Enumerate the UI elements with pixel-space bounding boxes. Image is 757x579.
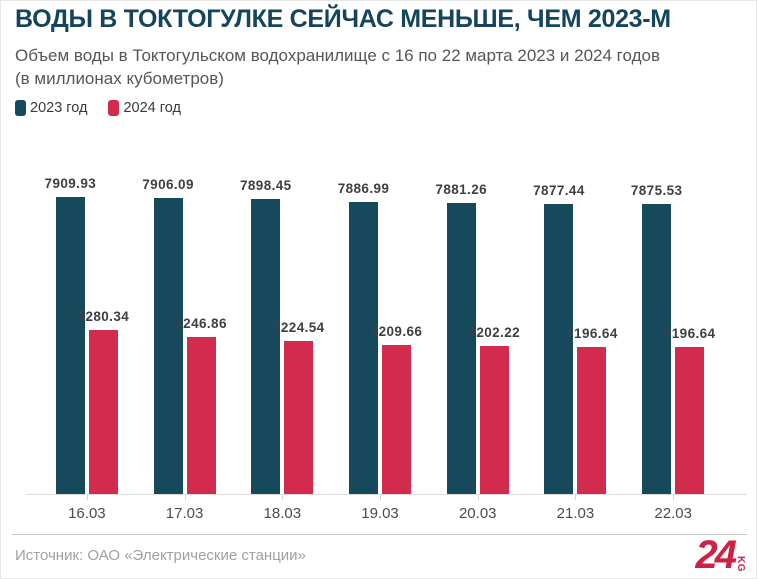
x-axis-tick <box>380 494 382 500</box>
bar-2023-16.03: 7909.93 <box>45 176 96 494</box>
x-axis-tick <box>673 494 675 500</box>
x-axis-tick <box>575 494 577 500</box>
x-axis-label: 18.03 <box>263 505 302 522</box>
bar-value-label: 7898.45 <box>239 178 292 194</box>
legend-swatch-2023 <box>15 100 26 116</box>
x-axis-label: 19.03 <box>361 505 399 522</box>
legend-item-2023: 2023 год <box>15 100 87 116</box>
chart-legend: 2023 год 2024 год <box>15 100 181 116</box>
chart-subtitle: Объем воды в Токтогульском водохранилище… <box>15 44 660 90</box>
bar-2023-17.03: 7906.09 <box>142 177 193 494</box>
bar-2023-22.03: 7875.53 <box>631 183 682 494</box>
chart-subtitle-line1: Объем воды в Токтогульском водохранилище… <box>15 46 660 65</box>
chart-subtitle-line2: (в миллионах кубометров) <box>15 69 224 88</box>
page-title: ВОДЫ В ТОКТОГУЛКЕ СЕЙЧАС МЕНЬШЕ, ЧЕМ 202… <box>15 5 671 33</box>
bar-value-label: 7196.64 <box>566 326 618 342</box>
bar-2024-21.03: 7196.64 <box>566 326 617 494</box>
legend-label-2024: 2024 год <box>123 100 181 116</box>
logo-24-text: 24 <box>695 533 737 577</box>
bar-2023-18.03: 7898.45 <box>240 178 291 494</box>
x-axis-tick <box>184 494 186 500</box>
bar-value-label: 7886.99 <box>337 180 390 196</box>
bar-value-label: 7202.22 <box>468 325 521 341</box>
bar-2023-20.03: 7881.26 <box>435 182 487 494</box>
footer-divider <box>12 534 747 535</box>
x-axis-tick <box>86 494 88 500</box>
bar-value-label: 7280.34 <box>77 308 130 324</box>
bar-value-label: 7875.53 <box>630 183 683 199</box>
bar-value-label: 7209.66 <box>370 323 423 339</box>
bar-2024-20.03: 7202.22 <box>468 325 520 494</box>
bar-group-18.03: 7898.45 7224.54 18.03 <box>233 151 331 522</box>
x-axis-label: 16.03 <box>68 505 106 522</box>
bar-2024-16.03: 7280.34 <box>78 309 129 494</box>
bar-value-label: 7877.44 <box>533 182 585 198</box>
bar-value-label: 7909.93 <box>44 175 97 191</box>
bar-group-17.03: 7906.09 7246.86 17.03 <box>136 151 234 522</box>
bar-value-label: 7196.64 <box>663 326 716 342</box>
bar-group-16.03: 7909.93 7280.34 16.03 <box>38 151 136 522</box>
x-axis-tick <box>282 494 284 500</box>
bar-2023-19.03: 7886.99 <box>338 181 389 494</box>
x-axis-tick <box>477 494 479 500</box>
bar-2023-21.03: 7877.44 <box>533 183 584 494</box>
x-axis-line <box>26 494 747 495</box>
bar-value-label: 7224.54 <box>272 320 325 336</box>
x-axis-label: 20.03 <box>458 505 497 522</box>
x-axis-label: 17.03 <box>165 505 204 522</box>
bar-group-22.03: 7875.53 7196.64 22.03 <box>624 151 722 522</box>
bar-value-label: 7246.86 <box>175 315 227 331</box>
bar-2024-18.03: 7224.54 <box>273 320 324 494</box>
x-axis-label: 22.03 <box>654 505 692 522</box>
bar-value-label: 7906.09 <box>142 176 194 192</box>
legend-swatch-2024 <box>108 100 120 116</box>
bar-group-20.03: 7881.26 7202.22 20.03 <box>429 151 527 522</box>
bar-group-19.03: 7886.99 7209.66 19.03 <box>331 151 429 522</box>
bar-2024-19.03: 7209.66 <box>371 324 422 494</box>
x-axis-label: 21.03 <box>556 505 595 522</box>
bar-2024-17.03: 7246.86 <box>175 316 226 494</box>
legend-label-2023: 2023 год <box>30 100 88 116</box>
brand-logo-24kg: 24 KG <box>696 535 747 575</box>
bar-group-21.03: 7877.44 7196.64 21.03 <box>527 151 625 522</box>
bar-2024-22.03: 7196.64 <box>664 326 715 494</box>
logo-kg-text: KG <box>735 556 746 572</box>
plot-area: 7909.93 7280.34 16.03 7906.09 7246.86 17.03 78… <box>38 151 722 522</box>
legend-item-2024: 2024 год <box>108 100 181 116</box>
source-text: Источник: ОАО «Электрические станции» <box>15 547 306 564</box>
bar-value-label: 7881.26 <box>435 182 488 197</box>
